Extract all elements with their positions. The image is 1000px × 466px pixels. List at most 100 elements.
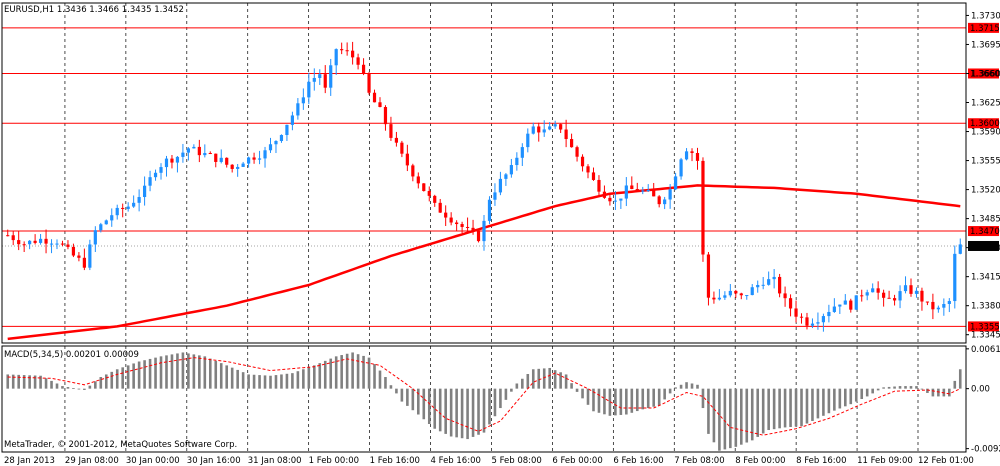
time-tick-label: 28 Jan 2013 — [4, 456, 55, 466]
macd-bar — [280, 374, 283, 389]
macd-bar — [800, 388, 803, 427]
macd-bar — [159, 356, 163, 389]
candle-body — [778, 276, 782, 294]
macd-bar — [351, 352, 354, 389]
candle-body — [953, 253, 957, 302]
macd-bar — [844, 388, 847, 407]
price-tick-label: 1.3520 — [971, 186, 1000, 196]
macd-bar — [400, 388, 404, 402]
candle-body — [170, 158, 174, 163]
macd-bar — [674, 387, 677, 389]
candle-body — [750, 287, 754, 296]
candle-body — [635, 189, 639, 192]
candle-body — [882, 292, 886, 298]
macd-bar — [296, 371, 300, 389]
candle-body — [520, 147, 524, 158]
macd-bar — [833, 388, 836, 411]
candle-body — [153, 172, 158, 178]
macd-bar — [115, 369, 119, 389]
candle-body — [597, 179, 601, 192]
candle-body — [668, 189, 672, 200]
candle-body — [509, 165, 513, 175]
macd-bar — [362, 355, 365, 389]
candle-body — [263, 150, 267, 159]
candle-body — [132, 202, 136, 207]
macd-bar — [285, 373, 289, 389]
candle-body — [854, 295, 858, 310]
macd-bar — [679, 384, 683, 389]
macd-bar — [148, 358, 152, 389]
candle-body — [416, 176, 420, 184]
macd-bar — [493, 388, 497, 417]
candle-body — [706, 254, 711, 298]
macd-bar — [263, 375, 267, 389]
macd-bar — [542, 368, 546, 389]
macd-bar — [893, 386, 896, 389]
macd-bar — [121, 367, 124, 389]
macd-bar — [214, 360, 218, 389]
macd-bar — [482, 388, 486, 433]
macd-bar — [203, 356, 207, 389]
macd-bar — [460, 388, 464, 439]
macd-bar — [745, 388, 749, 443]
macd-bar — [302, 369, 305, 389]
macd-bar — [422, 388, 426, 420]
candle-body — [810, 323, 815, 326]
candle-body — [619, 198, 623, 201]
candle-body — [345, 50, 349, 52]
candle-body — [60, 243, 65, 245]
candle-body — [942, 303, 946, 308]
candle-body — [821, 316, 826, 323]
candle-body — [838, 304, 842, 307]
macd-bar — [553, 370, 557, 389]
macd-bar — [110, 371, 114, 389]
macd-bar — [247, 374, 250, 389]
candle-body — [268, 144, 273, 151]
macd-bar — [822, 388, 825, 416]
candle-body — [564, 129, 568, 140]
macd-bar — [345, 353, 349, 389]
candle-body — [569, 139, 574, 148]
macd-bar — [433, 388, 437, 429]
candle-body — [340, 49, 344, 51]
price-tick-label: 1.3660 — [971, 69, 1000, 79]
candle-body — [22, 244, 26, 246]
macd-bar — [937, 388, 940, 397]
macd-bar — [931, 388, 935, 397]
candle-body — [641, 190, 645, 192]
candle-body — [690, 151, 694, 153]
macd-bar — [455, 388, 458, 438]
candle-body — [849, 300, 853, 310]
candle-body — [219, 157, 223, 162]
candle-body — [947, 301, 951, 304]
macd-bar — [269, 375, 272, 389]
candle-body — [142, 185, 147, 198]
macd-bar — [882, 387, 885, 389]
candle-body — [115, 207, 119, 216]
candle-body — [865, 292, 869, 296]
macd-bar — [548, 367, 551, 389]
macd-bar — [230, 367, 234, 389]
candle-body — [427, 190, 431, 196]
macd-bar — [312, 365, 316, 389]
macd-bar — [805, 388, 809, 424]
candle-body — [66, 244, 70, 247]
price-tick-label: 1.3730 — [971, 11, 1000, 21]
candle-body — [438, 202, 442, 213]
candle-body — [214, 153, 218, 162]
candle-body — [318, 74, 322, 78]
macd-bar — [488, 388, 491, 425]
candle-body — [580, 156, 585, 167]
macd-bar — [427, 388, 431, 424]
candle-body — [334, 49, 338, 66]
macd-bar — [477, 388, 480, 435]
time-tick-label: 11 Feb 09:00 — [857, 456, 913, 466]
macd-bar — [559, 372, 562, 389]
macd-bar — [586, 388, 590, 405]
chart-title: EURUSD,H1 1.3436 1.3466 1.3435 1.3452 — [4, 5, 184, 15]
candle-body — [482, 220, 486, 242]
candle-body — [17, 240, 21, 245]
candle-body — [93, 230, 97, 245]
main-frame — [1, 2, 967, 344]
